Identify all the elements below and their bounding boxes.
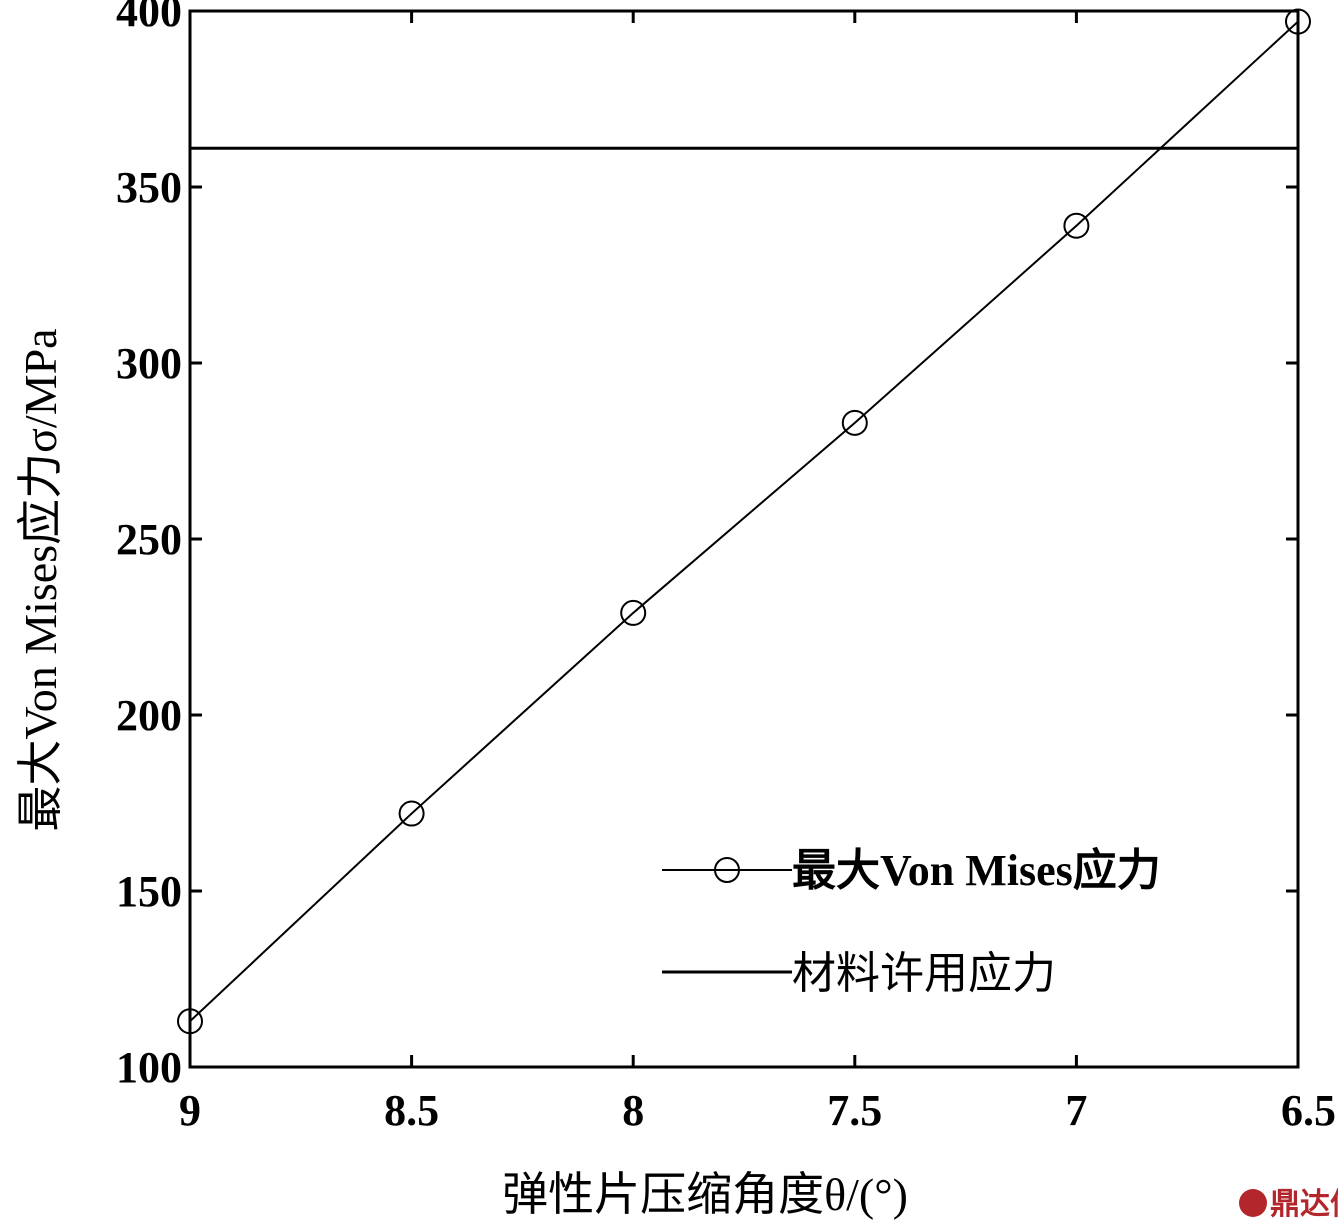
- y-tick-label: 300: [116, 339, 182, 388]
- data-point-von-mises: [1063, 212, 1090, 239]
- x-axis-ticks: 9 8.5 8 7.5 7 6.5: [179, 11, 1336, 1135]
- y-tick-label: 100: [116, 1043, 182, 1092]
- legend-marker-von-mises: [714, 857, 740, 883]
- legend-label-von-mises: 最大Von Mises应力: [792, 846, 1161, 895]
- x-tick-label: 8.5: [384, 1086, 439, 1135]
- y-axis-ticks: 100 150 200 250 300 350 400: [116, 0, 1298, 1092]
- x-axis-label: 弹性片压缩角度θ/(°): [502, 1169, 908, 1220]
- plot-frame: [188, 9, 1300, 1069]
- x-tick-label: 7: [1065, 1086, 1087, 1135]
- watermark: 鼎达信: [1239, 1187, 1338, 1222]
- data-point-von-mises: [841, 409, 868, 436]
- legend: 最大Von Mises应力 材料许用应力: [662, 846, 1161, 998]
- y-tick-label: 350: [116, 163, 182, 212]
- y-tick-label: 150: [116, 867, 182, 916]
- watermark-text: 鼎达信: [1270, 1187, 1338, 1222]
- y-axis-label: 最大Von Mises应力σ/MPa: [15, 328, 66, 831]
- series-line-von-mises: [189, 20, 1299, 1022]
- x-tick-label: 8: [622, 1086, 644, 1135]
- y-tick-label: 250: [116, 515, 182, 564]
- y-tick-label: 400: [116, 0, 182, 36]
- data-point-von-mises: [398, 800, 425, 827]
- legend-label-allowable: 材料许用应力: [792, 949, 1056, 998]
- y-tick-label: 200: [116, 691, 182, 740]
- x-tick-label: 9: [179, 1086, 201, 1135]
- data-point-von-mises: [177, 1008, 203, 1035]
- series-layer: [177, 8, 1311, 1035]
- data-point-von-mises: [620, 599, 647, 626]
- watermark-logo-icon: [1239, 1189, 1267, 1217]
- data-point-von-mises: [1285, 8, 1311, 35]
- x-tick-label: 7.5: [827, 1086, 882, 1135]
- x-tick-label: 6.5: [1281, 1086, 1336, 1135]
